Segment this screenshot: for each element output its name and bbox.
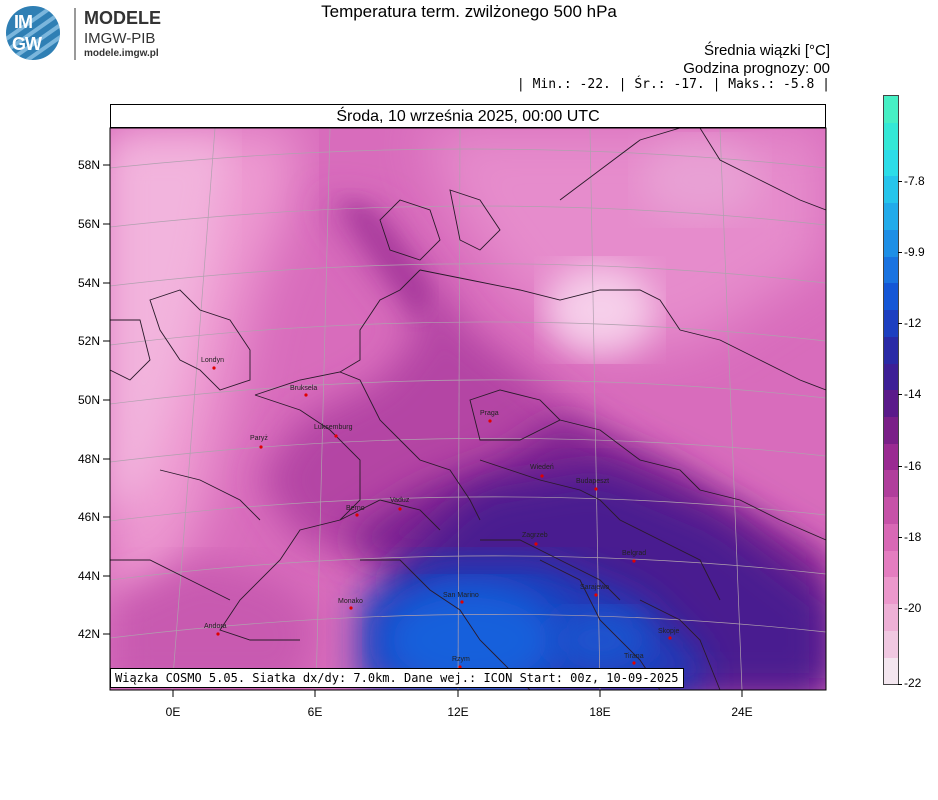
logo-subtitle: IMGW-PIB	[84, 30, 156, 47]
city-marker-skopje	[668, 636, 672, 640]
colorbar-segment	[884, 309, 898, 337]
lat-label: 52N	[77, 334, 100, 348]
colorbar-segment	[884, 122, 898, 150]
city-marker-luksemburg	[334, 434, 338, 438]
colorbar-label: -16	[904, 459, 922, 473]
colorbar-segment	[884, 550, 898, 578]
city-marker-andora	[216, 632, 220, 636]
country-borders	[110, 128, 826, 690]
lon-label: 24E	[731, 705, 753, 719]
colorbar-segment	[884, 443, 898, 471]
city-marker-zagrzeb	[534, 542, 538, 546]
city-label-londyn: Londyn	[201, 357, 224, 364]
city-label-andora: Andora	[204, 623, 227, 630]
lat-label: 56N	[77, 217, 100, 231]
colorbar-label: -22	[904, 676, 922, 690]
city-label-tirana: Tirana	[624, 653, 644, 660]
colorbar-segment	[884, 577, 898, 605]
colorbar	[883, 95, 899, 685]
city-marker-praga	[488, 419, 492, 423]
lat-label: 44N	[77, 569, 100, 583]
city-label-luksemburg: Luksemburg	[314, 424, 353, 431]
colorbar-segment	[884, 630, 898, 658]
map-footer-info: Wiązka COSMO 5.05. Siatka dx/dy: 7.0km. …	[110, 668, 684, 688]
city-marker-monako	[349, 606, 353, 610]
imgw-logo: IM GW MODELE IMGW-PIB modele.imgw.pl	[6, 6, 166, 62]
colorbar-segment	[884, 229, 898, 257]
city-marker-san-marino	[460, 600, 464, 604]
colorbar-segment	[884, 390, 898, 417]
page-title: Temperatura term. zwilżonego 500 hPa	[321, 2, 617, 21]
city-label-skopje: Skopje	[658, 628, 680, 635]
temperature-field	[110, 128, 826, 690]
lat-label: 46N	[77, 510, 100, 524]
city-label-sarajewo: Sarajewo	[580, 584, 610, 591]
city-marker-berno	[355, 513, 359, 517]
colorbar-segment	[884, 96, 898, 123]
colorbar-segment	[884, 256, 898, 284]
city-marker-wieden	[540, 474, 544, 478]
colorbar-segment	[884, 657, 898, 684]
colorbar-segment	[884, 363, 898, 391]
lat-label: 50N	[77, 393, 100, 407]
info-forecast-hour: Godzina prognozy: 00	[683, 60, 830, 77]
lat-label: 48N	[77, 452, 100, 466]
colorbar-label: -14	[904, 387, 922, 401]
lon-label: 12E	[447, 705, 469, 719]
colorbar-segment	[884, 336, 898, 364]
colorbar-segment	[884, 416, 898, 444]
info-stats: | Min.: -22. | Śr.: -17. | Maks.: -5.8 |	[516, 77, 830, 92]
city-label-bruksela: Bruksela	[290, 385, 318, 392]
logo-url: modele.imgw.pl	[84, 48, 159, 59]
lat-label: 42N	[77, 627, 100, 641]
city-marker-tirana	[632, 661, 636, 665]
city-label-praga: Praga	[480, 410, 499, 417]
lon-label: 0E	[165, 705, 181, 719]
colorbar-label: -9.9	[904, 245, 925, 259]
city-label-budapeszt: Budapeszt	[576, 478, 610, 485]
colorbar-segment	[884, 149, 898, 177]
city-label-vaduz: Vaduz	[390, 497, 410, 504]
city-markers	[212, 366, 672, 669]
logo-title: MODELE	[84, 8, 162, 28]
logo-separator	[74, 8, 76, 60]
colorbar-label: -20	[904, 601, 922, 615]
lat-label: 54N	[77, 276, 100, 290]
city-label-rzym: Rzym	[452, 656, 470, 663]
city-label-wieden: Wiedeń	[530, 464, 554, 471]
city-label-belgrad: Belgrad	[622, 550, 647, 557]
lon-label: 18E	[589, 705, 611, 719]
colorbar-segment	[884, 523, 898, 551]
colorbar-segment	[884, 283, 898, 311]
city-label-berno: Berno	[346, 505, 365, 512]
map-date-header: Środa, 10 września 2025, 00:00 UTC	[110, 104, 826, 128]
city-marker-londyn	[212, 366, 216, 370]
city-label-paryz: Paryż	[250, 435, 268, 442]
info-mean-label: Średnia wiązki [°C]	[703, 42, 830, 59]
lat-label: 58N	[77, 158, 100, 172]
lon-label: 6E	[307, 705, 323, 719]
city-label-zagrzeb: Zagrzeb	[522, 532, 548, 539]
city-marker-bruksela	[304, 393, 308, 397]
colorbar-segment	[884, 470, 898, 498]
colorbar-segment	[884, 496, 898, 524]
graticule	[110, 128, 826, 690]
city-label-san-marino: San Marino	[443, 592, 479, 599]
city-marker-belgrad	[632, 559, 636, 563]
colorbar-segment	[884, 603, 898, 631]
city-marker-vaduz	[398, 507, 402, 511]
city-marker-rzym	[458, 665, 462, 669]
imgw-badge-icon: IM GW	[6, 6, 60, 60]
colorbar-segment	[884, 202, 898, 230]
city-marker-sarajewo	[594, 593, 598, 597]
city-marker-paryz	[259, 445, 263, 449]
colorbar-label: -12	[904, 316, 922, 330]
colorbar-label: -18	[904, 530, 922, 544]
city-marker-budapeszt	[594, 487, 598, 491]
colorbar-label: -7.8	[904, 174, 925, 188]
city-label-monako: Monako	[338, 598, 363, 605]
colorbar-segment	[884, 176, 898, 204]
